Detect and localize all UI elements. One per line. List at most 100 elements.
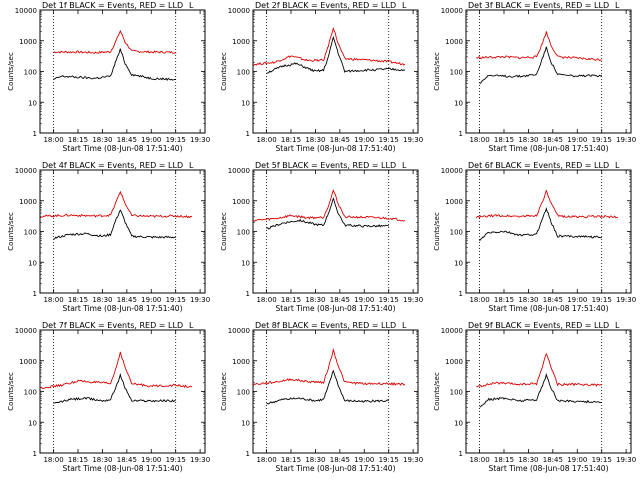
y-tick-label: 1 <box>33 290 37 298</box>
chart-title: Det 4f BLACK = Events, RED = LLD <box>42 161 183 170</box>
x-tick-label: 18:00 <box>43 136 63 144</box>
x-tick-label: 19:00 <box>354 456 374 464</box>
y-axis-label: Counts/sec <box>433 52 441 91</box>
y-tick-label: 1000 <box>19 358 37 366</box>
x-tick-label: 18:45 <box>330 296 350 304</box>
x-tick-label: 19:30 <box>190 296 210 304</box>
x-tick-label: 18:30 <box>92 136 112 144</box>
chart-panel: Det 4f BLACK = Events, RED = LLD L 1 10 100 1… <box>7 161 210 313</box>
x-tick-label: 18:45 <box>543 456 563 464</box>
x-axis-label: Start Time (08-Jun-08 17:51:40) <box>63 144 183 153</box>
x-tick-label: 19:00 <box>567 136 587 144</box>
y-tick-label: 10 <box>454 419 463 427</box>
x-tick-label: 19:15 <box>592 136 612 144</box>
y-tick-label: 10000 <box>228 7 250 15</box>
x-axis-label: Start Time (08-Jun-08 17:51:40) <box>276 144 396 153</box>
x-tick-label: 18:45 <box>330 456 350 464</box>
corner-label: L <box>189 161 194 170</box>
x-tick-label: 18:00 <box>256 136 276 144</box>
events-series-line <box>479 372 602 408</box>
chart-title: Det 6f BLACK = Events, RED = LLD <box>468 161 609 170</box>
corner-label: L <box>615 161 620 170</box>
y-tick-label: 1000 <box>19 38 37 46</box>
y-axis-label: Counts/sec <box>7 372 15 411</box>
y-tick-label: 1 <box>33 450 37 458</box>
y-tick-label: 1000 <box>19 198 37 206</box>
x-tick-label: 19:15 <box>592 296 612 304</box>
corner-label: L <box>189 1 194 10</box>
lld-series-line <box>40 351 193 390</box>
x-tick-label: 18:30 <box>92 296 112 304</box>
x-tick-label: 18:45 <box>330 136 350 144</box>
y-tick-label: 100 <box>24 389 37 397</box>
x-axis-label: Start Time (08-Jun-08 17:51:40) <box>489 464 609 473</box>
lld-series-line <box>475 189 619 219</box>
y-tick-label: 1000 <box>232 38 250 46</box>
x-tick-label: 18:15 <box>68 136 88 144</box>
y-axis-label: Counts/sec <box>220 372 228 411</box>
plot-frame <box>252 169 419 294</box>
x-tick-label: 18:00 <box>469 136 489 144</box>
x-tick-label: 19:15 <box>379 136 399 144</box>
y-axis-label: Counts/sec <box>433 212 441 251</box>
x-tick-label: 19:00 <box>141 296 161 304</box>
y-axis-label: Counts/sec <box>7 52 15 91</box>
x-tick-label: 18:00 <box>469 296 489 304</box>
chart-title: Det 8f BLACK = Events, RED = LLD <box>255 321 396 330</box>
x-tick-label: 19:00 <box>141 456 161 464</box>
x-tick-label: 18:00 <box>256 296 276 304</box>
x-axis-label: Start Time (08-Jun-08 17:51:40) <box>63 304 183 313</box>
x-tick-label: 18:45 <box>117 296 137 304</box>
y-tick-label: 1 <box>459 450 463 458</box>
y-tick-label: 10000 <box>441 7 463 15</box>
x-tick-label: 18:45 <box>543 136 563 144</box>
plot-frame <box>465 9 632 134</box>
y-tick-label: 10 <box>454 99 463 107</box>
x-tick-label: 18:45 <box>543 296 563 304</box>
y-tick-label: 100 <box>450 389 463 397</box>
y-tick-label: 1000 <box>445 358 463 366</box>
y-tick-label: 100 <box>24 229 37 237</box>
y-tick-label: 1000 <box>232 358 250 366</box>
x-tick-label: 18:30 <box>305 136 325 144</box>
y-tick-label: 1 <box>246 130 250 138</box>
x-tick-label: 18:15 <box>68 456 88 464</box>
x-tick-label: 19:30 <box>190 456 210 464</box>
x-tick-label: 18:30 <box>518 296 538 304</box>
y-tick-label: 10000 <box>441 327 463 335</box>
x-tick-label: 18:45 <box>117 456 137 464</box>
lld-series-line <box>253 189 406 222</box>
x-tick-label: 19:30 <box>403 136 423 144</box>
y-tick-label: 10000 <box>15 167 37 175</box>
plot-frame <box>252 329 419 454</box>
corner-label: L <box>402 321 407 330</box>
x-tick-label: 19:30 <box>616 456 636 464</box>
y-tick-label: 10000 <box>441 167 463 175</box>
y-tick-label: 10000 <box>15 327 37 335</box>
x-tick-label: 18:00 <box>43 456 63 464</box>
chart-panel: Det 7f BLACK = Events, RED = LLD L 1 10 100 1… <box>7 321 210 473</box>
x-tick-label: 19:00 <box>354 136 374 144</box>
x-tick-label: 18:00 <box>43 296 63 304</box>
x-axis-label: Start Time (08-Jun-08 17:51:40) <box>276 464 396 473</box>
y-axis-label: Counts/sec <box>220 52 228 91</box>
x-axis-label: Start Time (08-Jun-08 17:51:40) <box>489 304 609 313</box>
events-series-line <box>266 369 389 405</box>
plot-frame <box>39 329 206 454</box>
x-tick-label: 18:15 <box>494 296 514 304</box>
y-tick-label: 100 <box>237 389 250 397</box>
corner-label: L <box>615 321 620 330</box>
y-tick-label: 10000 <box>228 327 250 335</box>
x-tick-label: 19:00 <box>567 296 587 304</box>
chart-title: Det 7f BLACK = Events, RED = LLD <box>42 321 183 330</box>
x-tick-label: 19:30 <box>616 136 636 144</box>
events-series-line <box>53 48 176 81</box>
y-axis-label: Counts/sec <box>220 212 228 251</box>
y-tick-label: 1000 <box>232 198 250 206</box>
chart-panel: Det 8f BLACK = Events, RED = LLD L 1 10 100 1… <box>220 321 423 473</box>
x-tick-label: 19:00 <box>354 296 374 304</box>
lld-series-line <box>476 352 602 388</box>
x-tick-label: 19:30 <box>190 136 210 144</box>
events-series-line <box>53 209 176 240</box>
